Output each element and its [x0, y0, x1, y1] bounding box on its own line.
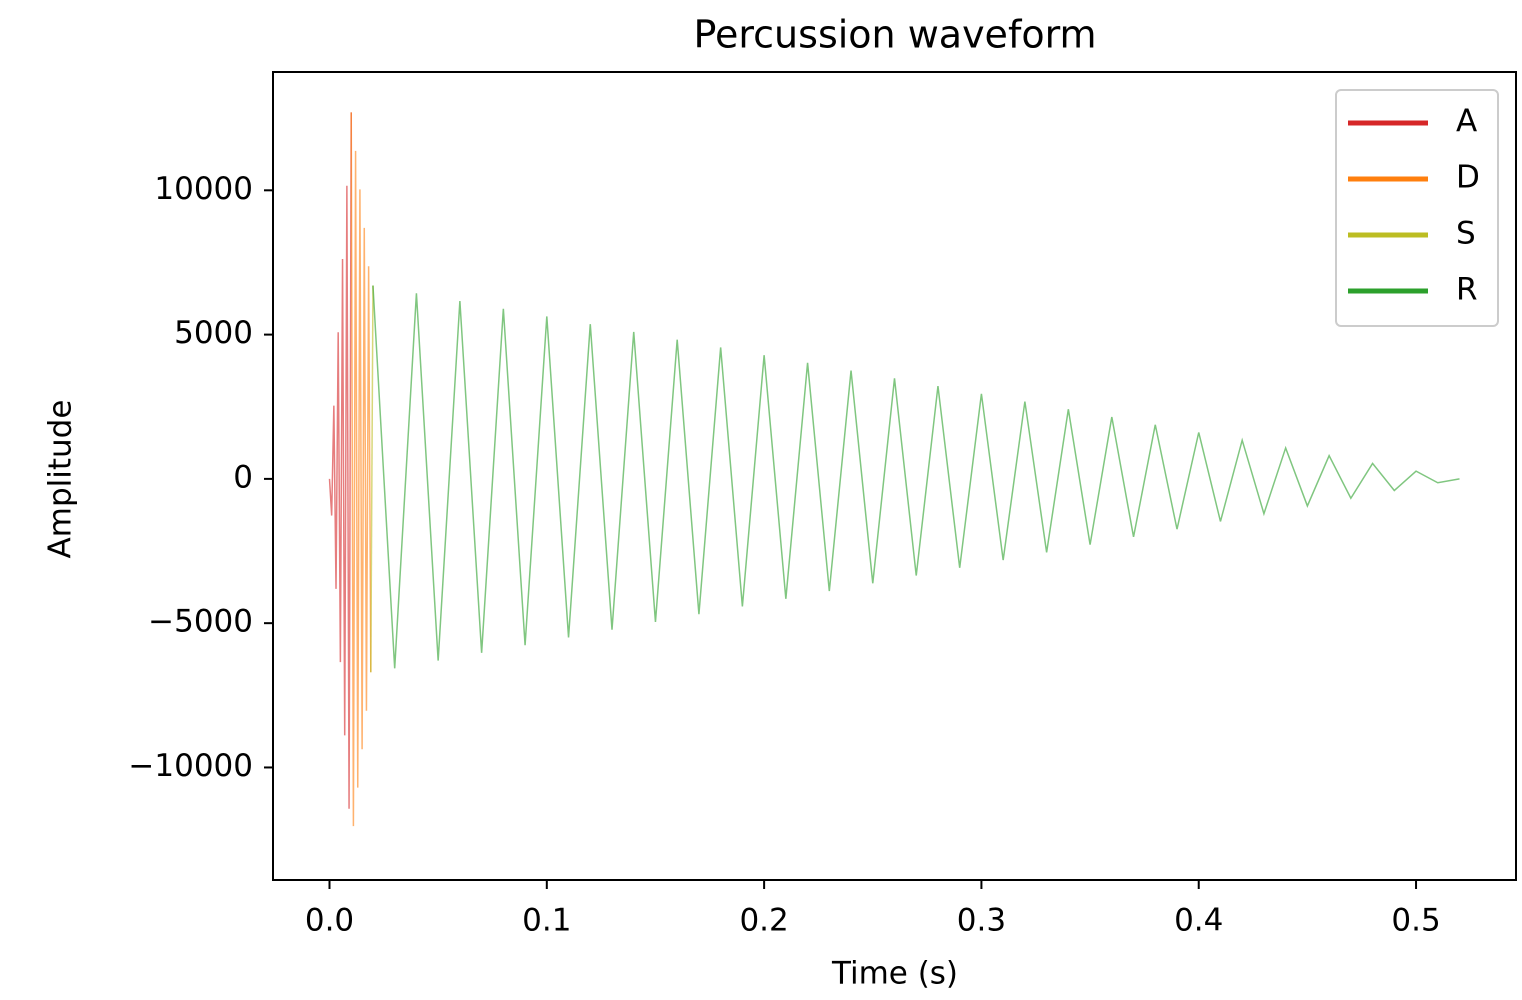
x-tick-label: 0.3: [957, 903, 1006, 939]
x-tick-label: 0.0: [305, 903, 354, 939]
waveform-line: [370, 285, 374, 673]
y-tick-label: −5000: [148, 604, 253, 640]
legend-box: [1335, 89, 1499, 327]
x-tick-label: 0.1: [522, 903, 571, 939]
y-tick-label: −10000: [128, 748, 253, 784]
legend-label: S: [1456, 216, 1476, 252]
y-tick-label: 10000: [154, 171, 253, 207]
y-tick-label: 0: [233, 459, 253, 495]
legend-label: A: [1456, 104, 1477, 140]
x-tick-label: 0.5: [1391, 903, 1440, 939]
plot-frame: [272, 71, 1517, 881]
waveform-line: [328, 112, 352, 809]
legend-label: R: [1456, 272, 1478, 308]
x-tick-label: 0.4: [1174, 903, 1223, 939]
legend-label: D: [1456, 160, 1480, 196]
waveform-line: [372, 285, 1460, 669]
chart-title: Percussion waveform: [693, 13, 1096, 57]
y-axis-label: Amplitude: [43, 400, 79, 559]
x-axis-label: Time (s): [831, 956, 958, 992]
x-tick-label: 0.2: [739, 903, 788, 939]
y-tick-label: 5000: [174, 315, 253, 351]
waveform-line: [350, 112, 372, 827]
